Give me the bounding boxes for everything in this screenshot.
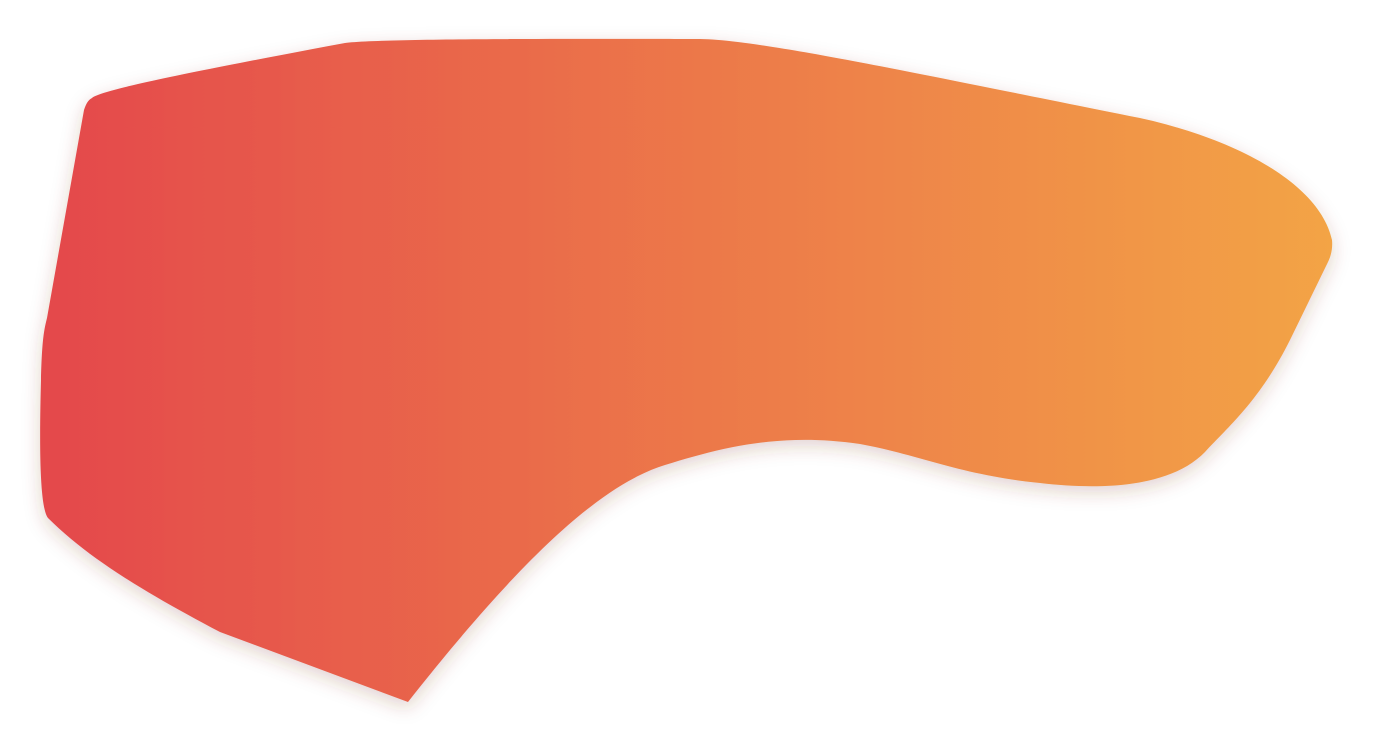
gradient-blob [40,38,1333,703]
